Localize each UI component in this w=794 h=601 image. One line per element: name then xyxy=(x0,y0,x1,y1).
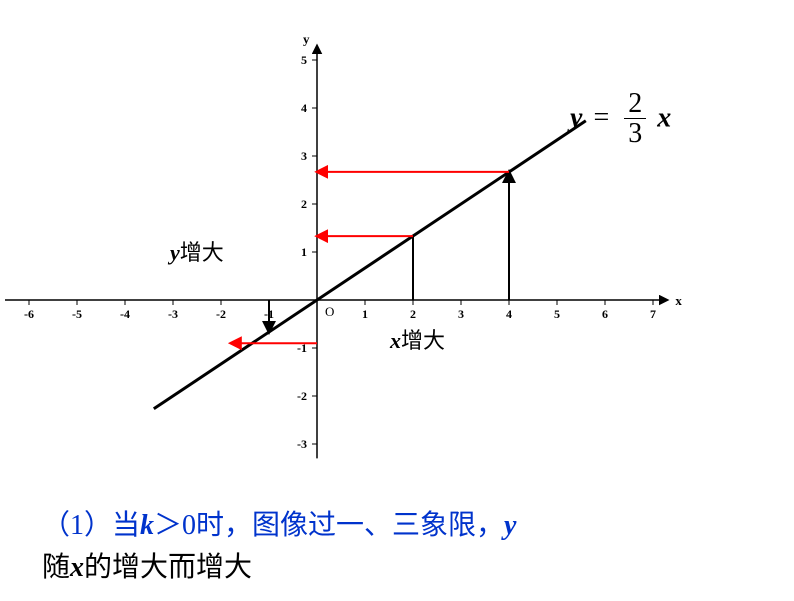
eq-denominator: 3 xyxy=(624,119,646,150)
svg-text:4: 4 xyxy=(301,101,307,115)
svg-text:x: x xyxy=(675,293,682,308)
caption-seg1: （1）当 xyxy=(42,510,140,541)
eq-numerator: 2 xyxy=(624,90,646,119)
svg-text:-4: -4 xyxy=(120,307,130,321)
caption-k: k xyxy=(140,510,154,541)
svg-text:2: 2 xyxy=(301,197,307,211)
line-equation: y = 2 3 x xyxy=(570,90,671,150)
caption: （1）当k＞0时，图像过一、三象限，y 随x的增大而增大 xyxy=(42,505,762,589)
eq-equals: = xyxy=(593,102,609,133)
svg-text:-2: -2 xyxy=(216,307,226,321)
svg-text:-6: -6 xyxy=(24,307,34,321)
svg-text:5: 5 xyxy=(301,53,307,67)
caption-x: x xyxy=(70,552,84,583)
x-increase-prefix: x xyxy=(390,328,401,353)
svg-text:4: 4 xyxy=(506,307,512,321)
y-increase-prefix: y xyxy=(170,240,180,265)
svg-text:5: 5 xyxy=(554,307,560,321)
caption-seg3: 随 xyxy=(42,552,70,583)
x-increase-label: x增大 xyxy=(390,323,445,355)
caption-y: y xyxy=(504,510,516,541)
svg-text:-2: -2 xyxy=(297,389,307,403)
caption-seg4: 的增大而增大 xyxy=(84,552,252,583)
svg-text:7: 7 xyxy=(650,307,656,321)
svg-text:1: 1 xyxy=(301,245,307,259)
eq-fraction: 2 3 xyxy=(624,90,646,150)
y-increase-label: y增大 xyxy=(170,235,224,267)
svg-text:-3: -3 xyxy=(168,307,178,321)
x-increase-suffix: 增大 xyxy=(401,328,445,353)
svg-text:3: 3 xyxy=(301,149,307,163)
svg-text:-3: -3 xyxy=(297,437,307,451)
svg-text:O: O xyxy=(325,304,334,319)
svg-text:-5: -5 xyxy=(72,307,82,321)
svg-text:6: 6 xyxy=(602,307,608,321)
svg-text:2: 2 xyxy=(410,307,416,321)
eq-y: y xyxy=(570,102,582,133)
svg-text:1: 1 xyxy=(362,307,368,321)
y-increase-suffix: 增大 xyxy=(180,240,224,265)
svg-text:y: y xyxy=(303,32,310,47)
caption-seg2: ＞0时，图像过一、三象限， xyxy=(154,510,504,541)
eq-x: x xyxy=(657,102,671,133)
svg-text:3: 3 xyxy=(458,307,464,321)
